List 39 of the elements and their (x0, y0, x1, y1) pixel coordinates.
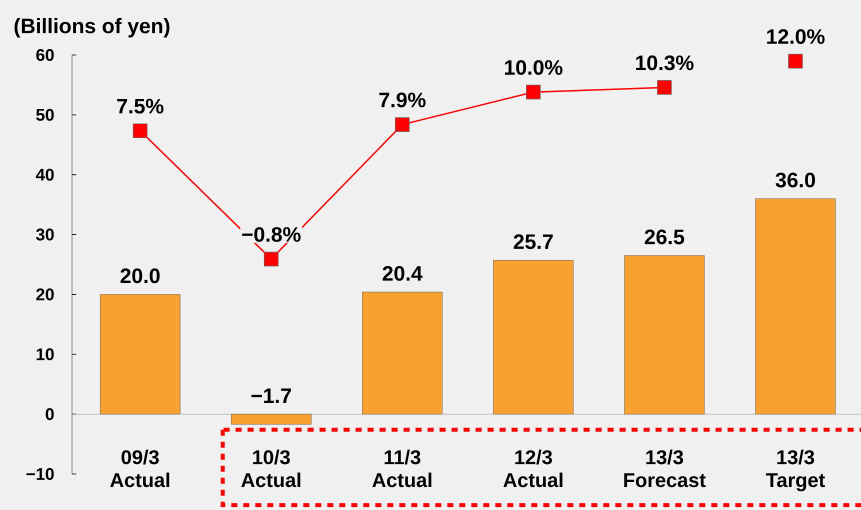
y-axis-title: (Billions of yen) (14, 18, 170, 38)
data-label: 10.0% (505, 60, 562, 75)
y-tick-label: 50 (36, 108, 54, 121)
bar (231, 414, 312, 425)
bar (493, 260, 574, 414)
x-tick-label: 11/3 Actual (372, 450, 432, 488)
bar (100, 294, 180, 414)
data-label: 10.3% (636, 55, 694, 70)
point (526, 84, 541, 100)
point (394, 117, 410, 132)
x-tick-label: 09/3 Actual (110, 450, 170, 488)
y-tick-label: 0 (46, 408, 54, 420)
x-tick-label: 13/3 Target (766, 450, 825, 492)
point (132, 123, 148, 138)
x-tick-label: 13/3 Forecast (624, 450, 706, 488)
data-label: −0.8% (242, 227, 301, 242)
x-tick-label: 12/3 Actual (503, 450, 562, 488)
x-tick-label: 10/3 Actual (241, 450, 300, 488)
bar (624, 255, 705, 414)
y-tick-label: 40 (36, 168, 54, 181)
data-label: −1.7 (251, 388, 291, 403)
data-label: 36.0 (776, 172, 815, 188)
y-tick-label: 30 (36, 228, 54, 241)
y-tick-label: 10 (36, 348, 54, 360)
y-tick-label: 20 (36, 288, 54, 300)
point (657, 80, 672, 95)
point (264, 252, 279, 266)
data-label: 20.0 (120, 268, 160, 284)
data-label: 20.4 (382, 266, 423, 281)
data-label: 25.7 (514, 234, 553, 250)
bar (362, 292, 442, 414)
data-label: 7.9% (379, 92, 426, 108)
bar (755, 198, 836, 414)
y-tick-label: 60 (36, 49, 54, 61)
data-label: 7.5% (117, 98, 164, 114)
data-label: 26.5 (644, 230, 684, 244)
data-label: 12.0% (767, 29, 825, 44)
y-tick-label: −10 (26, 468, 54, 480)
point (788, 54, 803, 68)
